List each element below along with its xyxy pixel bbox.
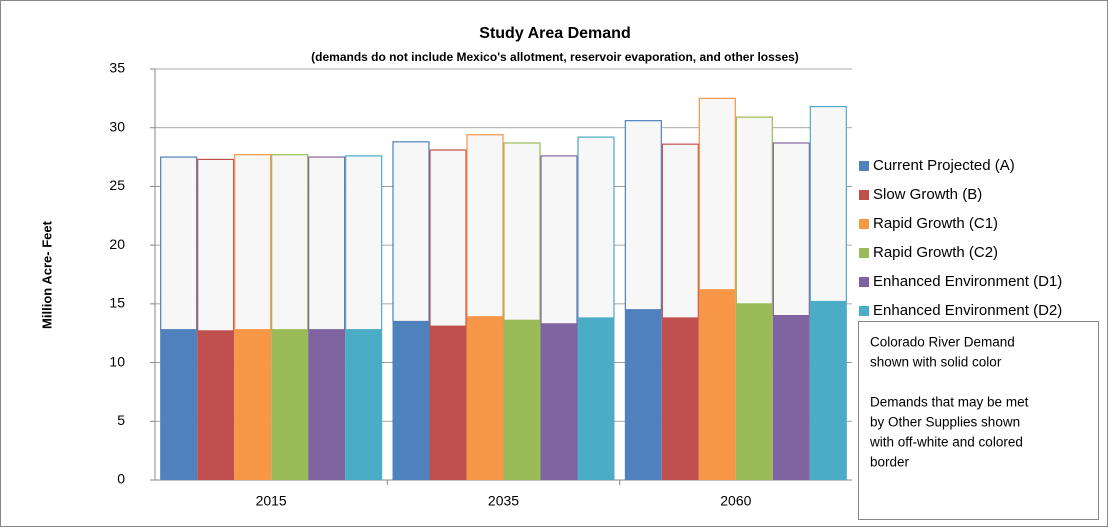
- colorado-bar: [392, 321, 430, 480]
- note-text: border: [870, 455, 910, 470]
- colorado-bar: [772, 315, 810, 480]
- legend-label: Rapid Growth (C2): [873, 244, 998, 261]
- legend-label: Slow Growth (B): [873, 186, 982, 203]
- colorado-bar: [698, 289, 736, 480]
- chart-title: Study Area Demand: [479, 25, 630, 42]
- other-supply-bar: [308, 156, 346, 331]
- legend-swatch: [859, 306, 869, 316]
- colorado-bar: [540, 323, 578, 480]
- note-text: Colorado River Demand: [870, 335, 1015, 350]
- legend-swatch: [859, 277, 869, 287]
- colorado-bar: [661, 317, 699, 480]
- legend-label: Current Projected (A): [873, 157, 1015, 174]
- legend-swatch: [859, 248, 869, 258]
- y-axis-label: Million Acre- Feet: [39, 220, 54, 329]
- y-tick-label: 15: [109, 295, 125, 311]
- x-tick-label: 2035: [488, 493, 519, 509]
- chart-subtitle: (demands do not include Mexico's allotme…: [311, 50, 799, 64]
- other-supply-bar: [661, 143, 699, 319]
- colorado-bar: [624, 309, 662, 480]
- colorado-bar: [345, 329, 383, 480]
- colorado-bar: [160, 329, 198, 480]
- legend-swatch: [859, 219, 869, 229]
- legend-label: Enhanced Environment (D2): [873, 302, 1062, 319]
- colorado-bar: [577, 317, 615, 480]
- colorado-bar: [466, 316, 504, 480]
- y-tick-label: 20: [109, 236, 125, 252]
- other-supply-bar: [429, 149, 467, 327]
- y-tick-label: 35: [109, 60, 125, 76]
- other-supply-bar: [197, 158, 235, 332]
- y-tick-label: 30: [109, 118, 125, 134]
- other-supply-bar: [392, 141, 430, 323]
- note-box: [858, 321, 1099, 520]
- other-supply-bar: [698, 97, 736, 291]
- y-tick-label: 0: [117, 471, 125, 487]
- x-tick-label: 2015: [256, 493, 287, 509]
- other-supply-bar: [735, 116, 773, 305]
- note-text: Demands that may be met: [870, 395, 1029, 410]
- colorado-bar: [809, 301, 847, 480]
- colorado-bar: [271, 329, 309, 480]
- other-supply-bar: [345, 155, 383, 331]
- legend-swatch: [859, 190, 869, 200]
- colorado-bar: [197, 330, 235, 480]
- note-text: with off-white and colored: [869, 435, 1023, 450]
- y-tick-label: 25: [109, 177, 125, 193]
- colorado-bar: [503, 320, 541, 480]
- other-supply-bar: [271, 154, 309, 331]
- legend-label: Rapid Growth (C1): [873, 215, 998, 232]
- other-supply-bar: [540, 155, 578, 325]
- colorado-bar: [735, 303, 773, 480]
- colorado-bar: [308, 329, 346, 480]
- other-supply-bar: [466, 134, 504, 318]
- x-tick-label: 2060: [720, 493, 751, 509]
- colorado-bar: [234, 329, 272, 480]
- note-text: by Other Supplies shown: [870, 415, 1020, 430]
- note-text: shown with solid color: [870, 355, 1002, 370]
- other-supply-bar: [772, 142, 810, 317]
- other-supply-bar: [503, 142, 541, 321]
- other-supply-bar: [809, 105, 847, 303]
- other-supply-bar: [234, 154, 272, 331]
- legend-label: Enhanced Environment (D1): [873, 273, 1062, 290]
- legend-swatch: [859, 161, 869, 171]
- y-tick-label: 10: [109, 353, 125, 369]
- other-supply-bar: [624, 120, 662, 311]
- colorado-bar: [429, 326, 467, 480]
- other-supply-bar: [577, 136, 615, 319]
- other-supply-bar: [160, 156, 198, 331]
- y-tick-label: 5: [117, 412, 125, 428]
